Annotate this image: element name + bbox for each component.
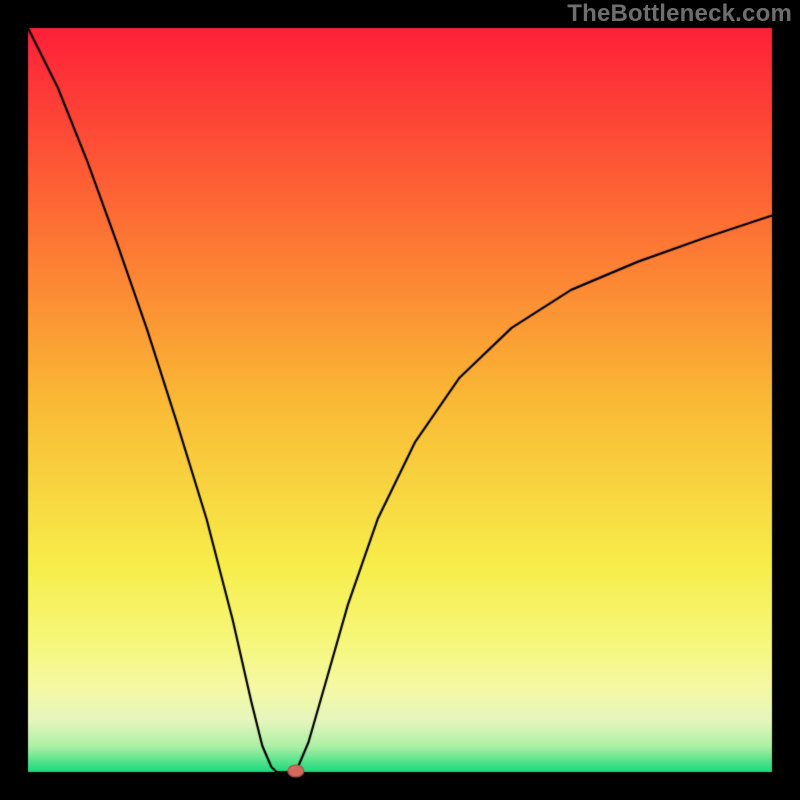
chart-container: TheBottleneck.com	[0, 0, 800, 800]
bottleneck-chart-canvas	[0, 0, 800, 800]
watermark-text: TheBottleneck.com	[567, 0, 792, 28]
